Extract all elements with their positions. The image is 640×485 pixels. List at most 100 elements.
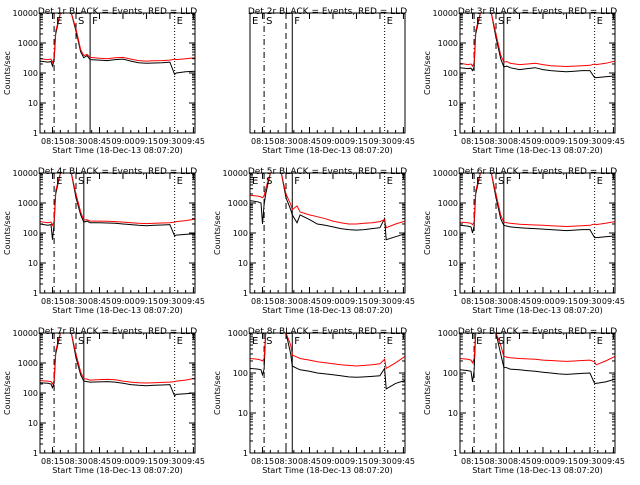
- marker-label: S: [498, 176, 504, 187]
- y-tick-label: 1: [243, 449, 248, 458]
- marker-label: E: [597, 176, 603, 187]
- panel-data-layer: [460, 173, 615, 293]
- marker-label: E: [56, 336, 62, 347]
- x-tick-label: 08:30: [274, 297, 297, 306]
- panel-data-layer: [40, 333, 195, 453]
- y-tick-label: 10: [28, 419, 38, 428]
- plot-frame: [39, 332, 196, 454]
- panel-data-layer: [460, 333, 615, 453]
- x-tick-label: 09:00: [321, 457, 344, 466]
- x-tick-label: 09:15: [135, 297, 158, 306]
- y-tick-label: 10000: [223, 169, 248, 178]
- x-tick-label: 08:15: [251, 457, 274, 466]
- series-line-events: [40, 13, 195, 76]
- x-axis-label: Start Time (18-Dec-13 08:07:20): [52, 146, 183, 155]
- plot-frame: [249, 332, 406, 454]
- x-tick-label: 09:00: [531, 457, 554, 466]
- x-tick-label: 09:00: [531, 297, 554, 306]
- panel-title: Det 7r BLACK = Events, RED = LLD: [38, 327, 197, 337]
- y-tick-label: 10: [238, 259, 248, 268]
- marker-label: F: [92, 16, 98, 27]
- x-axis-label: Start Time (18-Dec-13 08:07:20): [262, 466, 393, 475]
- x-axis-label: Start Time (18-Dec-13 08:07:20): [52, 466, 183, 475]
- plot-frame: [249, 172, 406, 294]
- series-line-lld: [250, 333, 405, 370]
- x-tick-label: 09:15: [135, 457, 158, 466]
- marker-label: E: [177, 16, 183, 27]
- y-tick-label: 10: [448, 409, 458, 418]
- series-line-events: [40, 173, 195, 240]
- series-line-events: [460, 13, 615, 79]
- panel-data-layer: [40, 173, 195, 293]
- x-tick-label: 09:15: [135, 137, 158, 146]
- y-tick-label: 100: [443, 369, 458, 378]
- plot-frame: [39, 12, 196, 134]
- y-tick-label: 10: [28, 99, 38, 108]
- y-axis-label: Counts/sec: [3, 51, 12, 95]
- x-tick-label: 08:15: [41, 457, 64, 466]
- x-tick-label: 08:45: [298, 137, 321, 146]
- marker-label: E: [387, 336, 393, 347]
- panel-title: Det 3r BLACK = Events, RED = LLD: [458, 7, 617, 17]
- y-tick-label: 10000: [13, 329, 38, 338]
- y-axis-label: Counts/sec: [3, 211, 12, 255]
- y-tick-label: 1: [453, 129, 458, 138]
- x-axis-label: Start Time (18-Dec-13 08:07:20): [52, 306, 183, 315]
- x-tick-label: 09:00: [321, 137, 344, 146]
- x-tick-label: 09:45: [182, 137, 205, 146]
- marker-label: E: [387, 176, 393, 187]
- x-tick-label: 08:30: [484, 137, 507, 146]
- x-tick-label: 09:00: [321, 297, 344, 306]
- x-tick-label: 08:30: [64, 297, 87, 306]
- y-tick-label: 1: [33, 449, 38, 458]
- y-axis-label: Counts/sec: [3, 371, 12, 415]
- x-tick-label: 08:15: [461, 137, 484, 146]
- panel-title: Det 8r BLACK = Events, RED = LLD: [248, 327, 407, 337]
- y-tick-label: 10000: [433, 9, 458, 18]
- series-line-events: [250, 333, 405, 390]
- x-tick-label: 08:15: [461, 457, 484, 466]
- x-tick-label: 08:15: [251, 137, 274, 146]
- x-tick-label: 08:45: [88, 297, 111, 306]
- y-tick-label: 1: [243, 289, 248, 298]
- marker-label: S: [78, 16, 84, 27]
- y-tick-label: 1: [33, 289, 38, 298]
- series-line-lld: [460, 13, 615, 68]
- marker-label: F: [294, 176, 300, 187]
- y-tick-label: 10000: [13, 169, 38, 178]
- plot-frame: [459, 332, 616, 454]
- series-line-lld: [40, 173, 195, 227]
- marker-label: F: [294, 336, 300, 347]
- series-line-events: [460, 173, 615, 239]
- marker-label: E: [597, 336, 603, 347]
- marker-label: S: [266, 336, 272, 347]
- x-tick-label: 08:45: [508, 297, 531, 306]
- panel-data-layer: [250, 13, 386, 133]
- x-tick-label: 09:45: [392, 457, 415, 466]
- y-tick-label: 1000: [18, 199, 38, 208]
- x-tick-label: 09:45: [602, 457, 625, 466]
- y-tick-label: 10: [28, 259, 38, 268]
- x-tick-label: 08:15: [461, 297, 484, 306]
- y-tick-label: 100: [443, 69, 458, 78]
- marker-label: F: [506, 16, 512, 27]
- marker-label: F: [506, 176, 512, 187]
- x-tick-label: 09:30: [158, 137, 181, 146]
- marker-label: F: [506, 336, 512, 347]
- y-tick-label: 1000: [18, 359, 38, 368]
- y-tick-label: 1: [33, 129, 38, 138]
- x-tick-label: 09:15: [345, 297, 368, 306]
- marker-label: E: [252, 336, 258, 347]
- y-axis-label: Counts/sec: [213, 371, 222, 415]
- y-tick-label: 100: [233, 229, 248, 238]
- x-tick-label: 08:45: [88, 137, 111, 146]
- y-tick-label: 1000: [438, 199, 458, 208]
- y-tick-label: 100: [443, 229, 458, 238]
- y-tick-label: 100: [23, 229, 38, 238]
